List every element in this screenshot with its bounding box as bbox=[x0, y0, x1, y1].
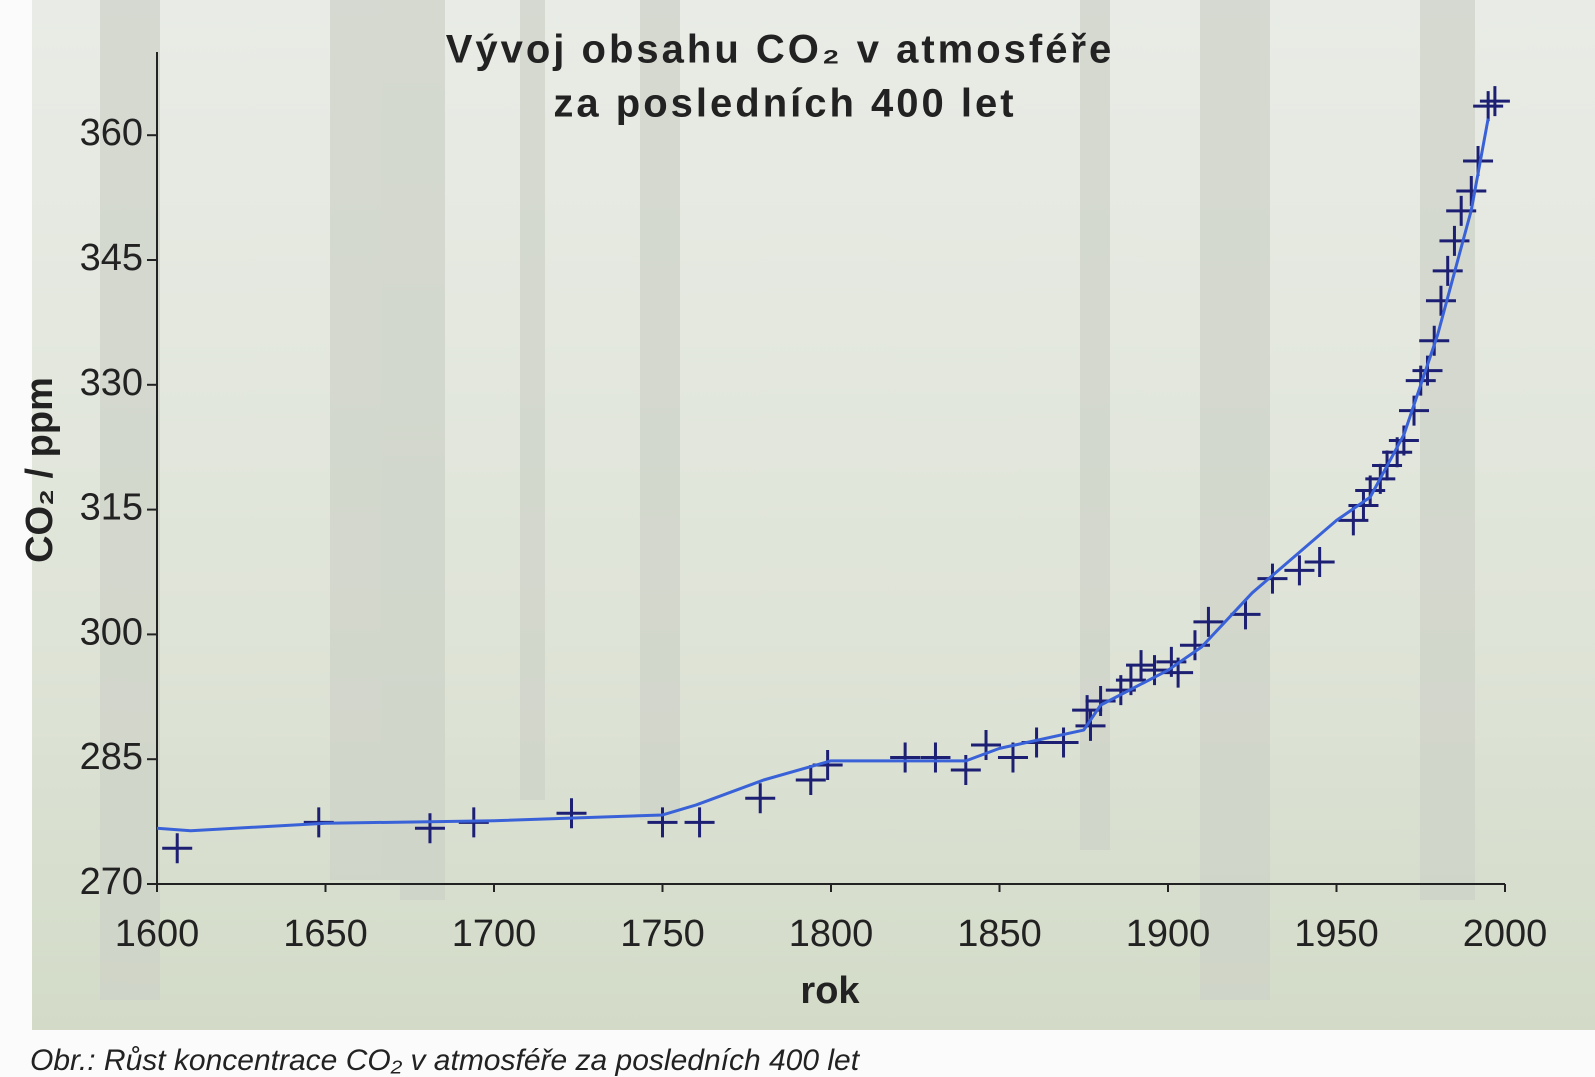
y-axis-label: CO₂ / ppm bbox=[19, 377, 61, 563]
y-tick-label: 330 bbox=[80, 362, 143, 404]
x-tick-label: 1650 bbox=[283, 913, 368, 955]
y-tick-label: 345 bbox=[80, 237, 143, 279]
y-tick-label: 285 bbox=[80, 736, 143, 778]
x-tick-label: 1900 bbox=[1126, 913, 1211, 955]
x-tick-label: 1700 bbox=[452, 913, 537, 955]
caption: Obr.: Růst koncentrace CO₂ v atmosféře z… bbox=[30, 1044, 861, 1077]
y-tick-label: 360 bbox=[80, 112, 143, 154]
y-tick-label: 270 bbox=[80, 861, 143, 903]
y-tick-label: 315 bbox=[80, 487, 143, 529]
page: Vývoj obsahu CO₂ v atmosféře za poslední… bbox=[0, 0, 1595, 1077]
y-tick-label: 300 bbox=[80, 611, 143, 653]
x-tick-label: 2000 bbox=[1463, 913, 1548, 955]
chart: Vývoj obsahu CO₂ v atmosféře za poslední… bbox=[0, 0, 1595, 1077]
chart-title: za posledních 400 let bbox=[553, 82, 1016, 126]
chart-title: Vývoj obsahu CO₂ v atmosféře bbox=[446, 28, 1115, 72]
x-tick-label: 1950 bbox=[1294, 913, 1379, 955]
x-tick-label: 1850 bbox=[957, 913, 1042, 955]
x-axis-label: rok bbox=[800, 970, 860, 1012]
x-tick-label: 1800 bbox=[789, 913, 874, 955]
x-tick-label: 1750 bbox=[620, 913, 705, 955]
x-tick-label: 1600 bbox=[115, 913, 200, 955]
photo-background bbox=[32, 0, 1595, 1030]
